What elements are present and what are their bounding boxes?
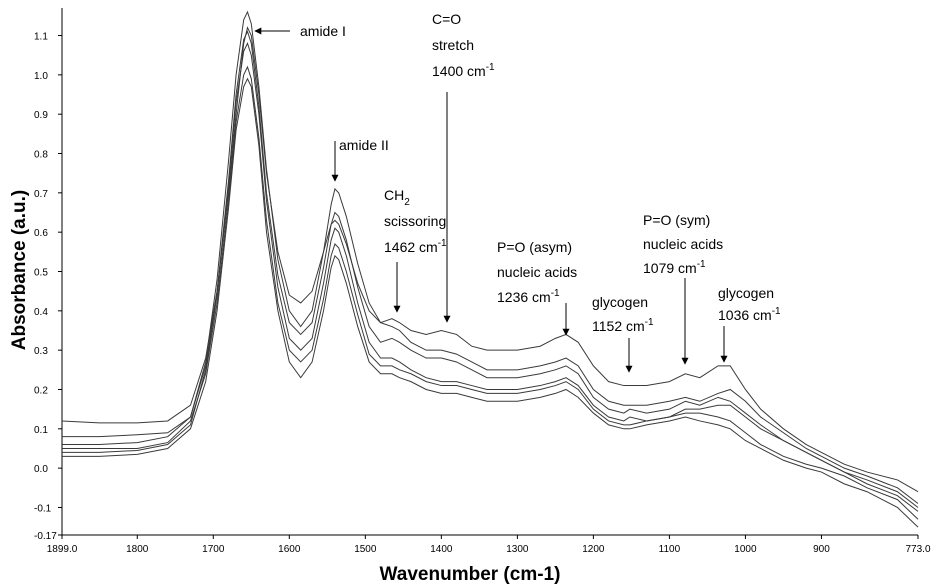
annotation-text: C=O (432, 11, 461, 27)
annotation: P=O (asym) (497, 239, 572, 255)
spectrum-line (62, 42, 919, 508)
annotation: glycogen (592, 294, 648, 310)
x-tick-label: 1200 (582, 544, 605, 555)
y-tick-label: 0.8 (34, 150, 48, 161)
annotation: amide I (300, 23, 346, 39)
x-tick-label: 1500 (354, 544, 377, 555)
annotation: glycogen (718, 285, 774, 301)
x-axis-title: Wavenumber (cm-1) (380, 564, 561, 585)
annotation-sup: -1 (645, 317, 654, 328)
annotation-text: nucleic acids (643, 236, 723, 252)
annotation-sup: -1 (486, 62, 495, 73)
annotation: scissoring (384, 213, 446, 229)
y-tick-label: 0.4 (34, 307, 48, 318)
y-tick-label: 0.1 (34, 425, 48, 436)
annotation-text: scissoring (384, 213, 446, 229)
annotation-text: 1236 cm (497, 289, 551, 305)
spectrum-line (62, 30, 919, 512)
x-tick-label: 1300 (506, 544, 529, 555)
spectrum-line (61, 26, 919, 493)
annotation-text: glycogen (592, 294, 648, 310)
annotation-text: 1462 cm (384, 239, 438, 255)
annotation-text: CH (384, 187, 404, 203)
annotation: 1152 cm-1 (592, 317, 654, 334)
y-tick-label: 0.3 (34, 346, 48, 357)
y-tick-label: 0.7 (34, 189, 48, 200)
annotation: amide II (339, 137, 389, 153)
y-tick-label: -0.17 (34, 531, 57, 542)
annotation-sup: -1 (772, 306, 781, 317)
annotation: 1036 cm-1 (718, 306, 781, 323)
y-tick-label: 0.6 (34, 228, 48, 239)
annotation-text: 1152 cm (592, 318, 645, 334)
annotation-sup: -1 (551, 288, 560, 299)
annotation-text: P=O (sym) (643, 212, 710, 228)
y-tick-label: -0.1 (34, 503, 52, 514)
annotation: nucleic acids (497, 264, 577, 280)
annotation-sup: -1 (438, 238, 447, 249)
annotation: CH2 (384, 187, 410, 208)
spectrum-line (62, 77, 919, 528)
y-tick-label: 1.1 (34, 32, 48, 43)
annotation-text: 1036 cm (718, 307, 772, 323)
annotation-text: amide II (339, 137, 389, 153)
annotation-text: amide I (300, 23, 346, 39)
annotation: nucleic acids (643, 236, 723, 252)
annotation: 1462 cm-1 (384, 238, 447, 255)
annotation-text: stretch (432, 37, 474, 53)
x-tick-label: 1600 (278, 544, 301, 555)
y-tick-label: 0.0 (34, 464, 48, 475)
x-tick-label: 1100 (659, 544, 681, 555)
x-tick-label: 1899.0 (47, 544, 78, 555)
y-tick-label: 0.2 (34, 385, 48, 396)
annotation: P=O (sym) (643, 212, 710, 228)
annotation: 1400 cm-1 (432, 62, 495, 79)
annotation-text: 1079 cm (643, 260, 697, 276)
x-tick-label: 1400 (430, 544, 453, 555)
spectrum-line (62, 10, 919, 504)
x-tick-label: 773.0 (905, 544, 930, 555)
spectrum-line (62, 65, 919, 520)
y-tick-label: 0.9 (34, 110, 48, 121)
annotation: C=O (432, 11, 461, 27)
annotation: stretch (432, 37, 474, 53)
annotation: 1236 cm-1 (497, 288, 560, 305)
annotation-text: glycogen (718, 285, 774, 301)
y-tick-label: 1.0 (34, 71, 48, 82)
annotation-sup: -1 (697, 259, 706, 270)
x-tick-label: 1800 (126, 544, 149, 555)
annotation-text: nucleic acids (497, 264, 577, 280)
x-tick-label: 1700 (202, 544, 225, 555)
annotation-text: P=O (asym) (497, 239, 572, 255)
x-tick-label: 900 (813, 544, 830, 555)
y-axis-title: Absorbance (a.u.) (9, 190, 30, 350)
x-tick-label: 1000 (734, 544, 757, 555)
y-tick-label: 0.5 (34, 268, 48, 279)
annotation-sub: 2 (404, 197, 410, 208)
annotation: 1079 cm-1 (643, 259, 706, 276)
annotation-text: 1400 cm (432, 63, 486, 79)
